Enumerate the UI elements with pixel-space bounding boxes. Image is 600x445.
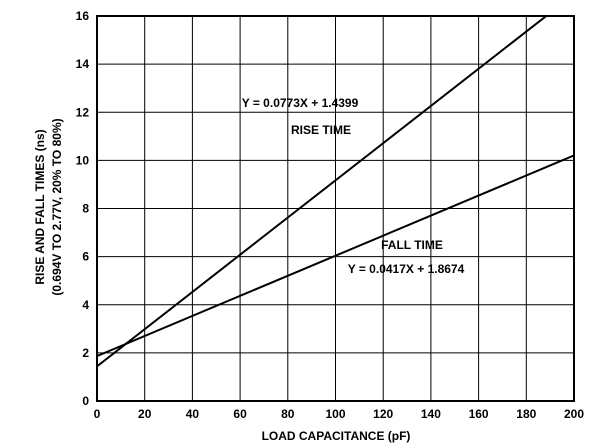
x-tick-label: 100 [325, 407, 345, 421]
x-tick-label: 80 [281, 407, 295, 421]
x-tick-label: 120 [373, 407, 393, 421]
y-tick-label: 6 [82, 250, 89, 264]
y-tick-label: 2 [82, 346, 89, 360]
y-tick-label: 0 [82, 394, 89, 408]
y-tick-label: 12 [76, 105, 90, 119]
plot-frame [96, 15, 575, 402]
series-lines [97, 16, 574, 368]
rise-series-label: RISE TIME [291, 123, 351, 137]
x-tick-labels: 0 20 40 60 80 100 120 140 160 180 200 [94, 407, 585, 421]
x-tick-label: 140 [421, 407, 441, 421]
x-tick-label: 0 [94, 407, 101, 421]
fall-series-label: FALL TIME [381, 238, 443, 252]
y-tick-labels: 0 2 4 6 8 10 12 14 16 [76, 9, 90, 408]
x-tick-label: 180 [516, 407, 536, 421]
y-tick-label: 4 [82, 298, 89, 312]
x-tick-label: 40 [186, 407, 200, 421]
grid [96, 15, 575, 402]
y-tick-label: 16 [76, 9, 90, 23]
x-tick-label: 160 [469, 407, 489, 421]
y-tick-label: 10 [76, 153, 90, 167]
y-tick-label: 14 [76, 57, 90, 71]
rise-time-line [97, 16, 548, 368]
rise-equation-label: Y = 0.0773X + 1.4399 [242, 96, 359, 110]
x-tick-label: 200 [564, 407, 584, 421]
x-axis-title: LOAD CAPACITANCE (pF) [262, 429, 411, 443]
x-tick-label: 60 [233, 407, 247, 421]
fall-equation-label: Y = 0.0417X + 1.8674 [348, 262, 465, 276]
fall-time-line [97, 154, 574, 357]
y-axis-title-line2: (0.694V TO 2.77V, 20% TO 80%) [50, 118, 64, 295]
x-tick-label: 20 [138, 407, 152, 421]
y-tick-label: 8 [82, 202, 89, 216]
y-axis-title-line1: RISE AND FALL TIMES (ns) [33, 129, 47, 284]
